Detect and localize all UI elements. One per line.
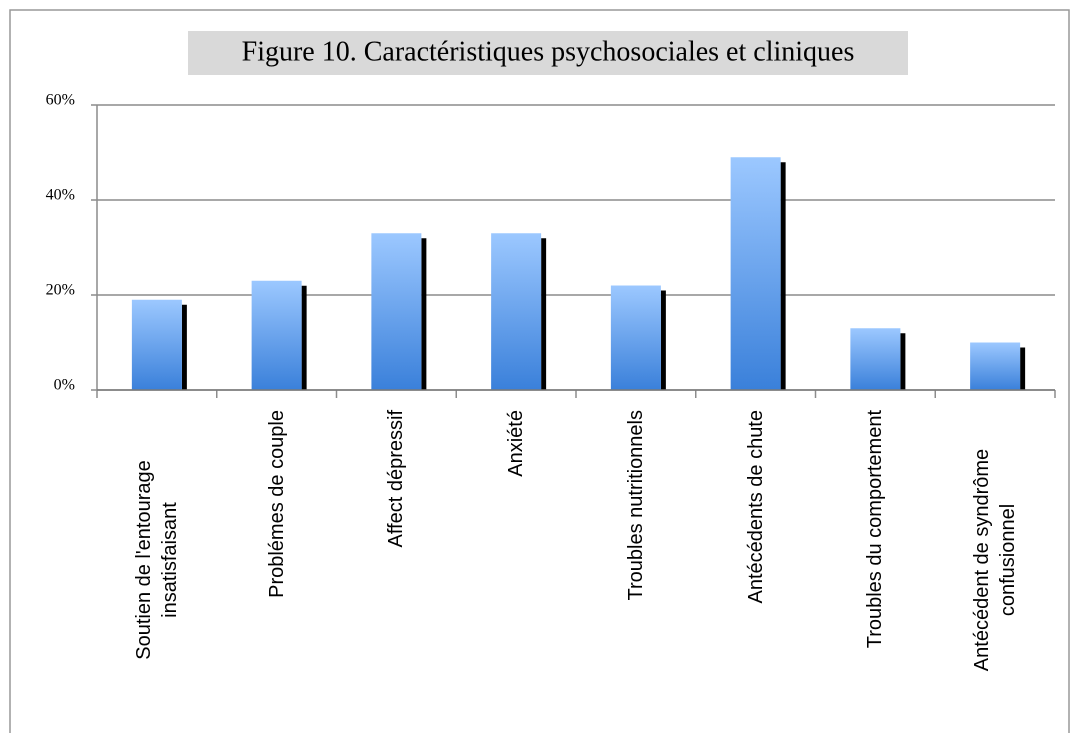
bar-shadow — [900, 333, 906, 390]
x-tick-text: Affect dépressif — [385, 410, 408, 548]
y-tick-label: 20% — [46, 282, 75, 299]
frame — [9, 9, 1070, 733]
x-tick-label: Anxiété — [484, 410, 548, 710]
x-tick-text: Antécédent de syndrôme confusionnel — [971, 448, 1020, 672]
x-tick-label: Affect dépressif — [364, 410, 428, 710]
bar — [251, 280, 302, 390]
x-tick-text: Troubles nutritionnels — [624, 410, 647, 601]
bar-shadow — [301, 285, 307, 390]
chart-title: Figure 10. Caractéristiques psychosocial… — [242, 36, 855, 67]
x-tick-text: Problémes de couple — [265, 410, 288, 598]
bar-shadow — [1020, 347, 1026, 390]
bar-shadow — [541, 238, 547, 390]
x-tick-text: Troubles du comportement — [864, 410, 887, 649]
bar — [730, 157, 781, 390]
x-tick-label: Troubles nutritionnels — [604, 410, 668, 710]
x-tick-label: Antécédents de chute — [724, 410, 788, 710]
x-tick-label: Soutien de l'entourage insatisfaisant — [125, 410, 189, 710]
title-box — [188, 31, 908, 75]
x-tick-text: Anxiété — [505, 410, 528, 477]
y-tick-label: 0% — [54, 377, 75, 394]
x-tick-label: Antécédent de syndrôme confusionnel — [963, 410, 1027, 710]
y-tick-label: 40% — [46, 187, 75, 204]
bar — [610, 285, 661, 390]
bar — [850, 328, 901, 390]
bar-shadow — [660, 290, 666, 390]
x-tick-label: Problémes de couple — [245, 410, 309, 710]
bar-shadow — [780, 162, 786, 390]
bar — [131, 299, 182, 390]
bar — [491, 233, 542, 390]
bar — [970, 342, 1021, 390]
bar — [371, 233, 422, 390]
x-tick-text: Soutien de l'entourage insatisfaisant — [132, 460, 181, 660]
x-tick-text: Antécédents de chute — [744, 410, 767, 604]
y-tick-label: 60% — [46, 92, 75, 109]
bar-shadow — [181, 304, 187, 390]
bar-shadow — [421, 238, 427, 390]
x-tick-label: Troubles du comportement — [843, 410, 907, 710]
